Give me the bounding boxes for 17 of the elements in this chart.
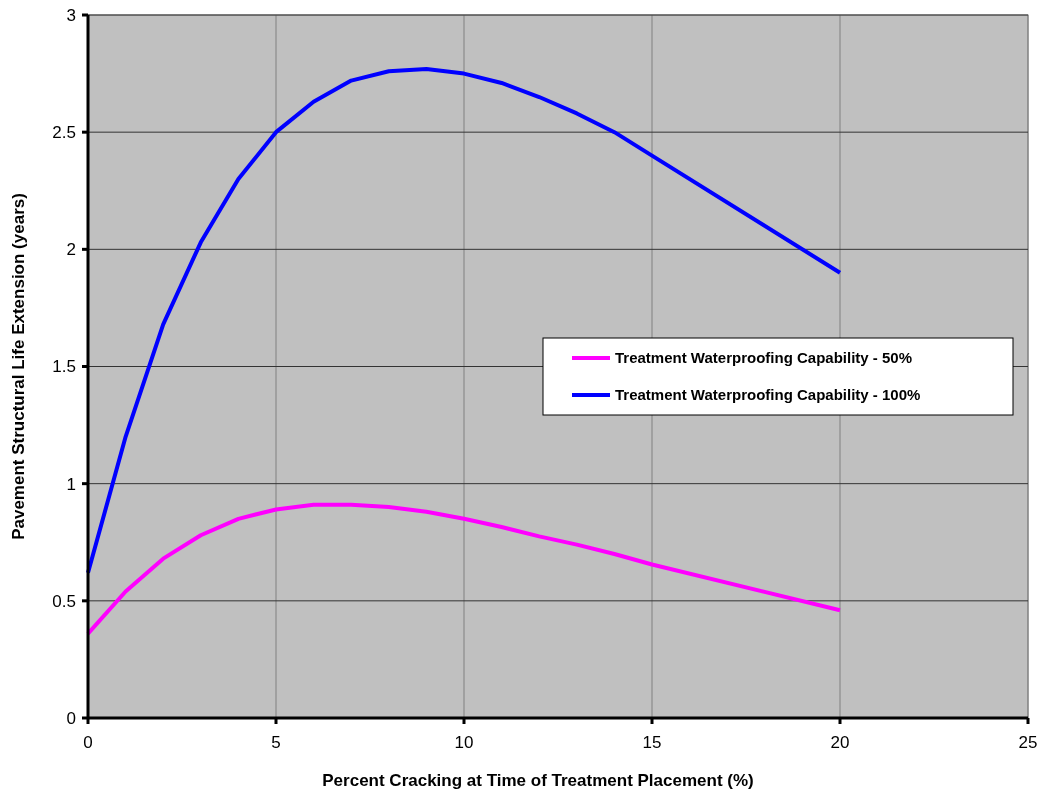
y-tick-label: 3: [66, 5, 76, 25]
y-tick-label: 0: [66, 708, 76, 728]
y-tick-label: 1.5: [52, 357, 76, 377]
x-tick-label: 15: [642, 733, 662, 752]
x-tick-label: 10: [454, 733, 474, 752]
x-tick-label: 5: [271, 733, 281, 752]
x-tick-label: 25: [1018, 733, 1038, 752]
legend-label: Treatment Waterproofing Capability - 100%: [615, 386, 921, 404]
legend-label: Treatment Waterproofing Capability - 50%: [615, 349, 912, 367]
x-tick-label: 0: [83, 733, 93, 752]
y-tick-label: 2.5: [52, 123, 76, 143]
y-tick-label: 0.5: [52, 591, 76, 611]
y-tick-label: 2: [66, 240, 76, 260]
x-axis-title: Percent Cracking at Time of Treatment Placement (%): [322, 771, 754, 790]
y-axis-title: Pavement Structural Life Extension (years): [9, 193, 28, 540]
y-tick-label: 1: [66, 474, 76, 494]
x-tick-label: 20: [830, 733, 850, 752]
